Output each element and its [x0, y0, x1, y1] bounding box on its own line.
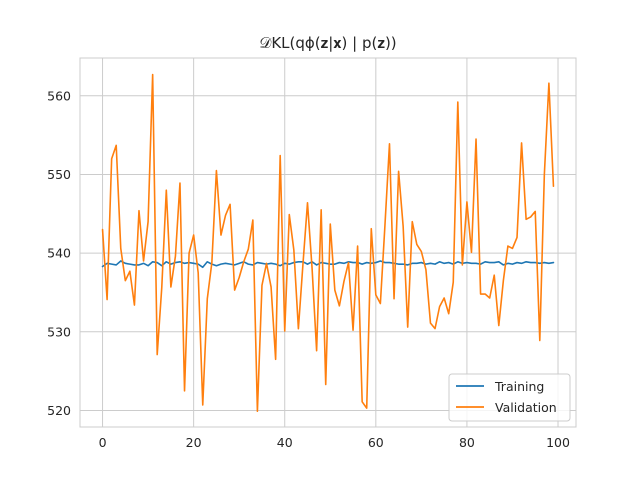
- chart-title: 𝒟KL(qϕ(𝐳|𝐱) | p(𝐳)): [259, 34, 396, 52]
- x-tick-label: 0: [99, 435, 107, 450]
- y-tick-label: 560: [47, 88, 71, 103]
- tick-labels: 0 20 40 60 80 100 520 530 540 550 560: [47, 88, 570, 450]
- x-tick-label: 40: [277, 435, 293, 450]
- legend: Training Validation: [448, 373, 571, 422]
- series-line-validation: [101, 73, 555, 413]
- plot-area-frame: [79, 57, 577, 428]
- x-tick-label: 100: [546, 435, 570, 450]
- x-tick-label: 60: [368, 435, 384, 450]
- series-line-training: [101, 260, 555, 269]
- legend-label-training: Training: [494, 379, 544, 394]
- y-tick-label: 540: [47, 246, 71, 261]
- legend-label-validation: Validation: [495, 400, 557, 415]
- y-tick-label: 520: [47, 403, 71, 418]
- y-tick-label: 530: [47, 324, 71, 339]
- series-lines: [101, 73, 555, 413]
- x-tick-label: 80: [459, 435, 475, 450]
- y-tick-label: 550: [47, 167, 71, 182]
- x-tick-label: 20: [186, 435, 202, 450]
